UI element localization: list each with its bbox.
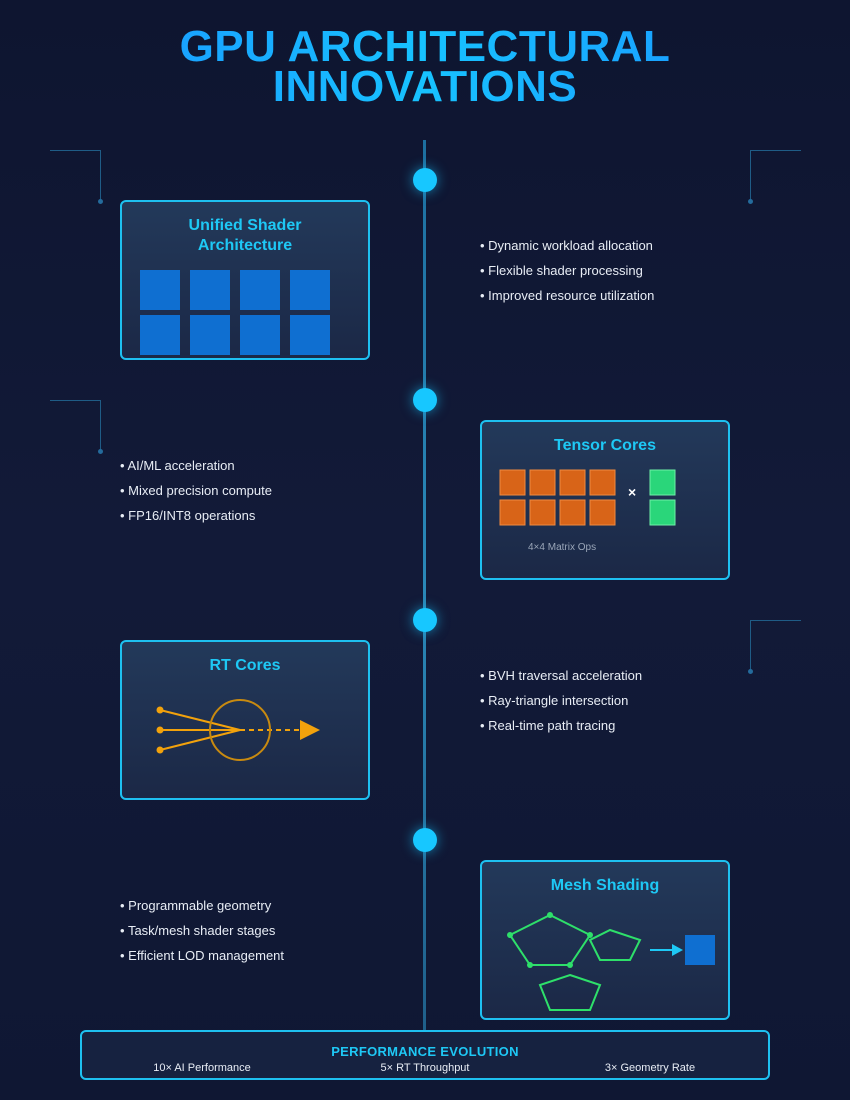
stat-ai-performance: 10× AI Performance bbox=[153, 1062, 251, 1074]
rt-cores-title: RT Cores bbox=[209, 657, 281, 674]
tensor-cores-bullets: AI/ML acceleration Mixed precision compu… bbox=[120, 453, 272, 528]
performance-evolution-title: PERFORMANCE EVOLUTION bbox=[331, 1044, 519, 1059]
mesh-shading-card: Mesh Shading bbox=[480, 860, 730, 1020]
timeline-node-2 bbox=[413, 388, 437, 412]
mesh-shading-title: Mesh Shading bbox=[550, 877, 660, 894]
shader-unit-block bbox=[140, 270, 180, 310]
page-title-line-1: GPU ARCHITECTURAL bbox=[0, 25, 850, 69]
tensor-cores-card: Tensor Cores × 4×4 Matrix Ops bbox=[480, 420, 730, 580]
mesh-vertex bbox=[507, 932, 513, 938]
unified-shader-card: Unified Shader Architecture bbox=[120, 200, 370, 360]
mesh-shading-diagram bbox=[507, 912, 715, 1011]
bullet-item: Programmable geometry bbox=[120, 893, 284, 918]
stat-rt-throughput: 5× RT Throughput bbox=[380, 1062, 470, 1074]
vector-cell bbox=[649, 499, 676, 526]
bullet-item: Mixed precision compute bbox=[120, 478, 272, 503]
bullet-item: AI/ML acceleration bbox=[120, 453, 272, 478]
bullet-item: Ray-triangle intersection bbox=[480, 688, 642, 713]
ray-origin-dot bbox=[156, 746, 164, 754]
shader-unit-block bbox=[290, 315, 330, 355]
shader-grid-diagram bbox=[140, 270, 330, 355]
timeline-node-4 bbox=[413, 828, 437, 852]
ray-origin-dot bbox=[156, 706, 164, 714]
mesh-arrow-head bbox=[672, 944, 683, 956]
bullet-item: Improved resource utilization bbox=[480, 283, 654, 308]
shader-unit-block bbox=[240, 315, 280, 355]
matrix-cell bbox=[529, 499, 556, 526]
matrix-cell bbox=[589, 499, 616, 526]
mesh-shading-bullets: Programmable geometry Task/mesh shader s… bbox=[120, 893, 284, 968]
timeline-node-3 bbox=[413, 608, 437, 632]
circuit-trace-right-top bbox=[748, 150, 801, 204]
shader-unit-block bbox=[140, 315, 180, 355]
mesh-vertex bbox=[527, 962, 533, 968]
bullet-item: Real-time path tracing bbox=[480, 713, 642, 738]
rt-cores-bullets: BVH traversal acceleration Ray-triangle … bbox=[480, 663, 642, 738]
matrix-cell bbox=[499, 469, 526, 496]
tensor-caption: 4×4 Matrix Ops bbox=[528, 542, 597, 553]
meshlet-polygon-small bbox=[538, 973, 602, 1011]
ray-line bbox=[159, 729, 241, 751]
ray-origin-dot bbox=[156, 726, 164, 734]
page-title-line-2: INNOVATIONS bbox=[0, 65, 850, 109]
matrix-cell bbox=[529, 469, 556, 496]
unified-shader-title: Unified Shader Architecture bbox=[188, 217, 302, 254]
tensor-cores-title: Tensor Cores bbox=[554, 437, 656, 454]
circuit-trace-left-top bbox=[50, 150, 103, 204]
ray-arrow-head bbox=[300, 720, 320, 740]
mesh-vertex bbox=[587, 932, 593, 938]
mesh-vertex bbox=[547, 912, 553, 918]
vector-cell bbox=[649, 469, 676, 496]
bullet-item: BVH traversal acceleration bbox=[480, 663, 642, 688]
bullet-item: FP16/INT8 operations bbox=[120, 503, 272, 528]
rt-cores-card: RT Cores bbox=[120, 640, 370, 800]
matrix-cell bbox=[589, 469, 616, 496]
timeline-node-1 bbox=[413, 168, 437, 192]
shader-unit-block bbox=[240, 270, 280, 310]
meshlet-polygon-medium bbox=[588, 928, 642, 961]
performance-evolution-panel: PERFORMANCE EVOLUTION 10× AI Performance… bbox=[80, 1030, 770, 1080]
ray-line bbox=[159, 709, 241, 731]
multiply-operator: × bbox=[628, 484, 637, 500]
bullet-item: Efficient LOD management bbox=[120, 943, 284, 968]
bullet-item: Dynamic workload allocation bbox=[480, 233, 654, 258]
timeline-spine bbox=[423, 140, 426, 1035]
shader-unit-block bbox=[190, 315, 230, 355]
ray-tracing-diagram bbox=[156, 699, 320, 761]
unified-shader-bullets: Dynamic workload allocation Flexible sha… bbox=[480, 233, 654, 308]
bullet-item: Task/mesh shader stages bbox=[120, 918, 284, 943]
stat-geometry-rate: 3× Geometry Rate bbox=[604, 1062, 696, 1074]
bullet-item: Flexible shader processing bbox=[480, 258, 654, 283]
shader-unit-block bbox=[290, 270, 330, 310]
meshlet-polygon-large bbox=[508, 913, 592, 966]
circuit-trace-left-mid bbox=[50, 400, 103, 454]
mesh-output-block bbox=[685, 935, 715, 965]
matrix-cell bbox=[559, 499, 586, 526]
matrix-cell bbox=[499, 499, 526, 526]
tensor-matrix-diagram bbox=[499, 469, 676, 526]
matrix-cell bbox=[559, 469, 586, 496]
bounding-volume-circle bbox=[209, 699, 271, 761]
shader-unit-block bbox=[190, 270, 230, 310]
mesh-vertex bbox=[567, 962, 573, 968]
circuit-trace-right-mid bbox=[748, 620, 801, 674]
